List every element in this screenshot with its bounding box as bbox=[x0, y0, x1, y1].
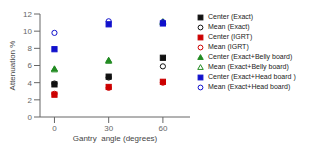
html-text:Mean (IGRT): Mean (IGRT) bbox=[208, 43, 249, 50]
svg-text:6: 6 bbox=[28, 61, 33, 70]
svg-text:2: 2 bbox=[28, 96, 33, 105]
html-text:Mean (Exact+Head board): Mean (Exact+Head board) bbox=[208, 83, 291, 90]
html-text:Center (Exact): Center (Exact) bbox=[208, 13, 254, 20]
html-text:Center (Exact+Head board ): Center (Exact+Head board ) bbox=[208, 73, 296, 80]
html-text:Center (Exact+Belly board): Center (Exact+Belly board) bbox=[208, 53, 293, 60]
html-text:Mean (Exact+Belly board): Mean (Exact+Belly board) bbox=[208, 63, 289, 70]
svg-text:Attenuation %: Attenuation % bbox=[8, 41, 17, 91]
svg-text:60: 60 bbox=[158, 124, 167, 133]
svg-text:Gantry angle (degrees): Gantry angle (degrees) bbox=[73, 134, 158, 143]
svg-text:10: 10 bbox=[23, 27, 32, 36]
html-text:Center (IGRT): Center (IGRT) bbox=[208, 33, 253, 40]
svg-text:30: 30 bbox=[104, 124, 113, 133]
svg-text:4: 4 bbox=[28, 79, 33, 88]
html-text:Mean (Exact): Mean (Exact) bbox=[208, 23, 250, 30]
svg-text:12: 12 bbox=[23, 10, 32, 19]
svg-text:0: 0 bbox=[52, 124, 57, 133]
svg-text:0: 0 bbox=[28, 113, 33, 122]
svg-text:8: 8 bbox=[28, 44, 33, 53]
